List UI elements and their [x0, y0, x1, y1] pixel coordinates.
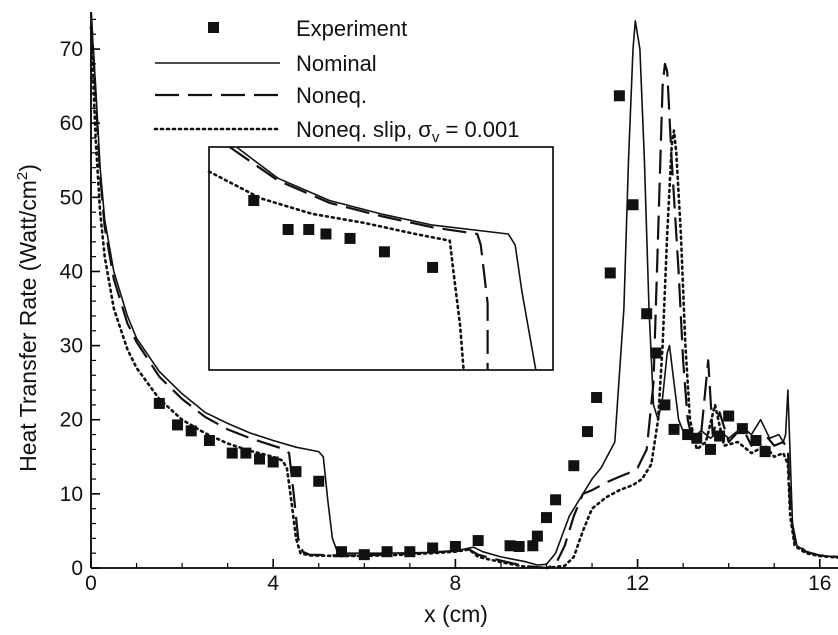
legend-nominal-label: Nominal — [296, 51, 377, 76]
legend-slip-suffix: = 0.001 — [439, 117, 519, 142]
y-tick-label: 20 — [60, 409, 83, 432]
experiment-point — [714, 430, 726, 442]
experiment-point — [568, 460, 580, 472]
x-axis-title: x (cm) — [424, 601, 488, 627]
experiment-point — [581, 426, 593, 438]
y-tick-label: 70 — [60, 38, 83, 61]
noneq-line — [89, 11, 838, 570]
y-axis-title: Heat Transfer Rate (Watt/cm2) — [14, 164, 41, 472]
x-tick-label: 16 — [808, 572, 831, 595]
noneq-slip-line — [89, 25, 838, 570]
y-tick-label: 60 — [60, 112, 83, 135]
experiment-point — [750, 434, 762, 446]
experiment-point — [226, 447, 238, 459]
y-tick-label: 40 — [60, 260, 83, 283]
experiment-point — [723, 410, 735, 422]
inset-experiment-point — [344, 232, 356, 244]
experiment-point — [627, 199, 639, 211]
legend-slip-sub: v — [432, 129, 440, 146]
x-tick-label: 0 — [85, 572, 97, 595]
series-layer — [89, 11, 838, 570]
experiment-point — [513, 541, 525, 553]
inset-experiment-point — [282, 224, 294, 236]
experiment-point — [267, 456, 279, 468]
experiment-point — [504, 540, 516, 552]
legend-slip-label: Noneq. slip, σv = 0.001 — [296, 117, 520, 146]
y-tick-label: 50 — [60, 186, 83, 209]
experiment-point — [185, 425, 197, 437]
experiment-point — [759, 446, 771, 458]
experiment-point — [153, 397, 165, 409]
legend-experiment-marker — [208, 22, 219, 33]
inset-experiment-point — [248, 195, 260, 207]
inset-experiment-point — [303, 224, 315, 236]
experiment-point — [172, 419, 184, 431]
y-axis-title-base: Heat Transfer Rate (Watt/cm — [15, 180, 41, 472]
inset-noneq-slip-line — [207, 170, 465, 372]
y-axis-title-sup: 2 — [14, 172, 31, 180]
inset-zoom-panel — [207, 146, 554, 372]
y-tick-label: 30 — [60, 335, 83, 358]
legend: Experiment Nominal Noneq. Noneq. slip, σ… — [153, 16, 520, 146]
axis-ticks: 0 4 8 12 16 0 10 20 30 40 50 60 70 — [60, 18, 831, 595]
y-axis-title-end: ) — [15, 164, 41, 172]
experiment-point — [290, 466, 302, 478]
legend-slip-prefix: Noneq. slip, — [296, 117, 418, 142]
experiment-point — [449, 541, 461, 553]
experiment-point — [604, 267, 616, 279]
inset-frame — [208, 146, 554, 371]
experiment-point — [641, 308, 653, 320]
y-tick-label: 10 — [60, 483, 83, 506]
inset-series-layer — [207, 146, 537, 372]
experiment-point — [550, 494, 562, 506]
legend-slip-sigma: σ — [418, 117, 432, 142]
experiment-point — [527, 540, 539, 552]
experiment-point — [659, 399, 671, 411]
experiment-point — [650, 347, 662, 359]
experiment-point — [531, 530, 543, 542]
experiment-point — [540, 512, 552, 524]
x-tick-label: 4 — [267, 572, 279, 595]
inset-nominal-line — [236, 146, 537, 371]
experiment-point — [404, 546, 416, 558]
legend-noneq-label: Noneq. — [296, 83, 367, 108]
experiment-point — [613, 90, 625, 102]
experiment-point — [381, 546, 393, 558]
inset-experiment-point — [320, 228, 332, 240]
plot-frame — [90, 12, 838, 569]
legend-experiment-label: Experiment — [296, 16, 407, 41]
experiment-point — [591, 391, 603, 403]
experiment-point — [427, 542, 439, 554]
experiment-point — [704, 443, 716, 455]
experiment-point — [203, 434, 215, 446]
experiment-point — [313, 475, 325, 487]
experiment-point — [691, 432, 703, 444]
y-tick-label: 0 — [71, 557, 83, 580]
x-tick-label: 12 — [626, 572, 649, 595]
inset-experiment-point — [427, 261, 439, 273]
experiment-point — [668, 423, 680, 435]
inset-experiment-point — [378, 246, 390, 258]
experiment-point — [240, 447, 252, 459]
experiment-point — [472, 535, 484, 547]
x-tick-label: 8 — [450, 572, 462, 595]
inset-noneq-line — [228, 146, 489, 370]
experiment-point — [254, 453, 266, 465]
nominal-line — [90, 11, 838, 566]
